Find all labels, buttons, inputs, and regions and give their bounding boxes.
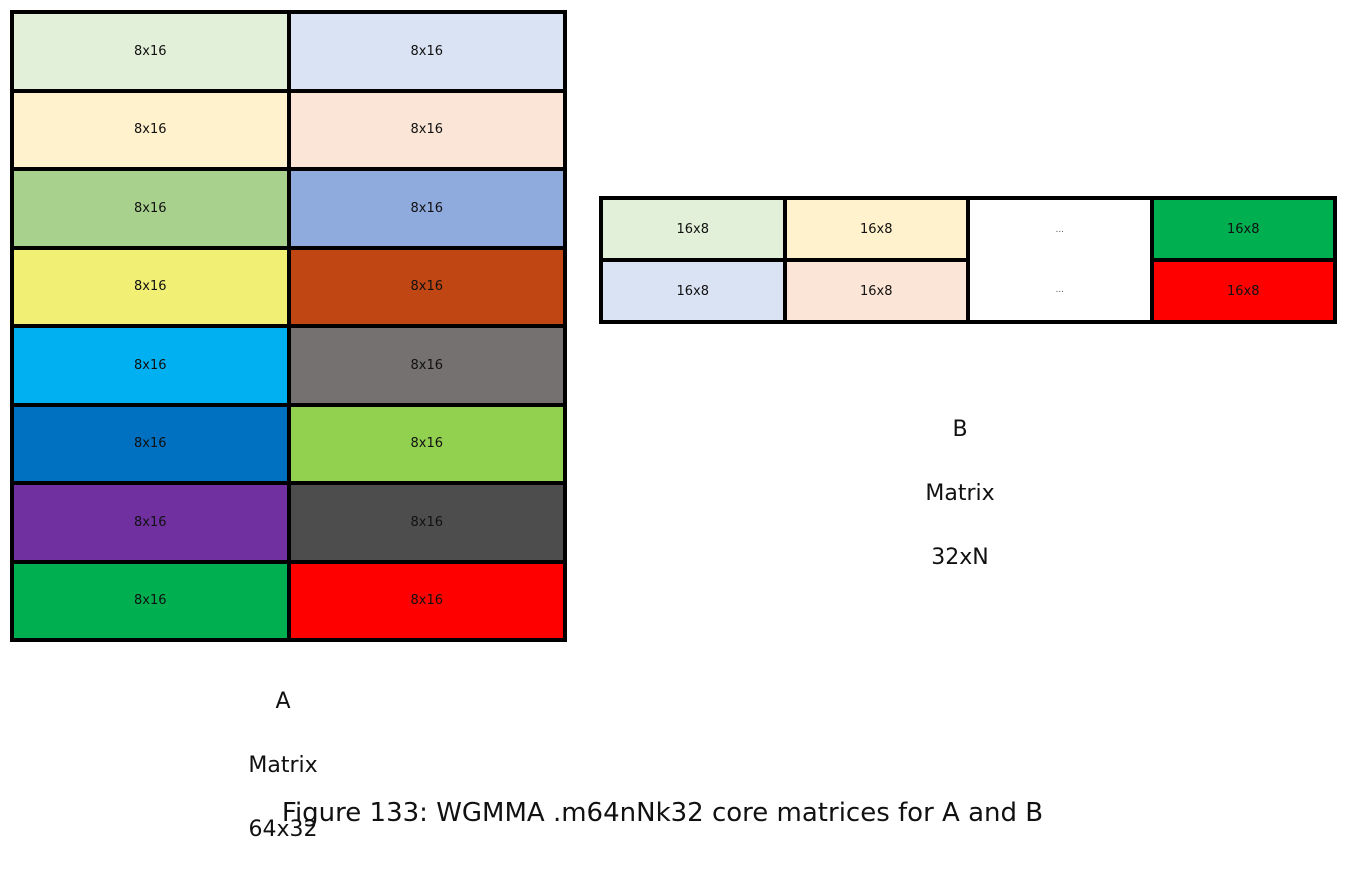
b-cell-r1-c1: 16x8 bbox=[603, 200, 783, 258]
b-cell-ellipsis: ... ... bbox=[970, 200, 1150, 320]
b-cell-r2-c2: 16x8 bbox=[786, 262, 966, 320]
a-cell-r7-c2: 8x16 bbox=[290, 485, 563, 560]
a-cell-r1-c2: 8x16 bbox=[290, 14, 563, 89]
a-cell-r7-c1: 8x16 bbox=[14, 485, 287, 560]
matrix-a-grid: 8x16 8x16 8x16 8x16 8x16 8x16 8x16 8x16 … bbox=[10, 10, 567, 642]
a-cell-r2-c1: 8x16 bbox=[14, 92, 287, 167]
a-cell-r5-c1: 8x16 bbox=[14, 328, 287, 403]
a-cell-r2-c2: 8x16 bbox=[290, 92, 563, 167]
matrix-b-grid: 16x8 16x8 ... ... 16x8 16x8 16x8 16x8 bbox=[599, 196, 1337, 324]
matrix-b-label-line2: Matrix bbox=[925, 481, 995, 506]
b-cell-r1-c4: 16x8 bbox=[1153, 200, 1333, 258]
matrix-a-label: A Matrix 64x32 bbox=[183, 654, 383, 878]
a-cell-r1-c1: 8x16 bbox=[14, 14, 287, 89]
a-cell-r3-c1: 8x16 bbox=[14, 171, 287, 246]
a-cell-r3-c2: 8x16 bbox=[290, 171, 563, 246]
matrix-b-label-line1: B bbox=[952, 417, 968, 442]
matrix-b-label-line3: 32xN bbox=[931, 545, 989, 570]
a-cell-r8-c1: 8x16 bbox=[14, 563, 287, 638]
a-cell-r6-c1: 8x16 bbox=[14, 406, 287, 481]
a-cell-r5-c2: 8x16 bbox=[290, 328, 563, 403]
matrix-a-label-line1: A bbox=[275, 689, 291, 714]
a-cell-r4-c2: 8x16 bbox=[290, 249, 563, 324]
b-ellipsis-bottom: ... bbox=[1055, 285, 1065, 295]
b-ellipsis-top: ... bbox=[1055, 225, 1065, 235]
a-cell-r6-c2: 8x16 bbox=[290, 406, 563, 481]
a-cell-r8-c2: 8x16 bbox=[290, 563, 563, 638]
figure-caption: Figure 133: WGMMA .m64nNk32 core matrice… bbox=[281, 798, 1044, 828]
b-cell-r2-c4: 16x8 bbox=[1153, 262, 1333, 320]
matrix-b-label: B Matrix 32xN bbox=[860, 382, 1060, 606]
a-cell-r4-c1: 8x16 bbox=[14, 249, 287, 324]
matrix-a-label-line2: Matrix bbox=[248, 753, 318, 778]
b-cell-r1-c2: 16x8 bbox=[786, 200, 966, 258]
b-cell-r2-c1: 16x8 bbox=[603, 262, 783, 320]
